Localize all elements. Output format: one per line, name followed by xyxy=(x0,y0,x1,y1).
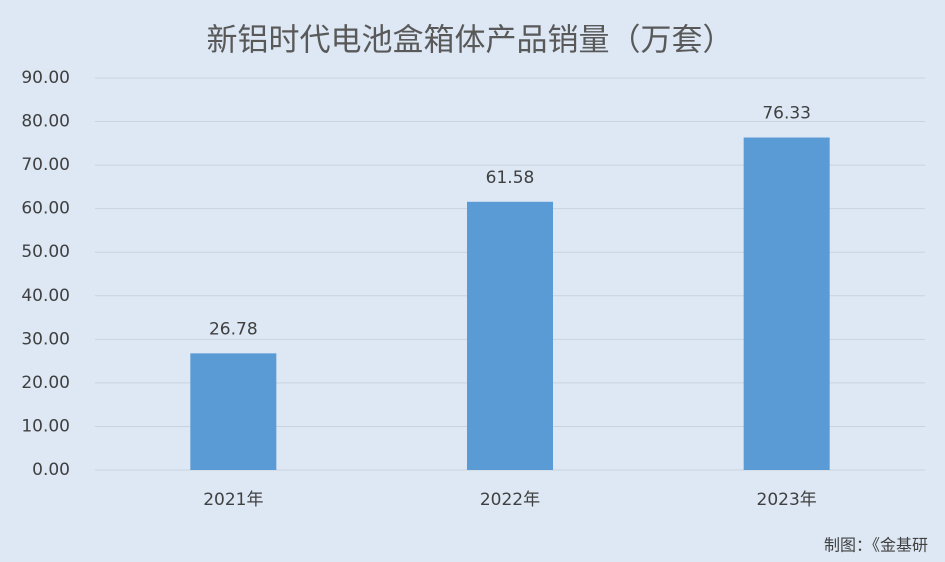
y-tick-label: 0.00 xyxy=(32,460,70,480)
data-label: 76.33 xyxy=(762,104,811,124)
chart-title: 新铝时代电池盒箱体产品销量（万套） xyxy=(207,23,734,59)
y-tick-label: 80.00 xyxy=(21,112,70,132)
y-tick-label: 10.00 xyxy=(21,416,70,436)
x-tick-label: 2022年 xyxy=(480,490,540,510)
y-tick-label: 30.00 xyxy=(21,329,70,349)
y-tick-label: 20.00 xyxy=(21,373,70,393)
y-tick-label: 70.00 xyxy=(21,155,70,175)
y-tick-label: 50.00 xyxy=(21,242,70,262)
source-note: 制图：《金基研 xyxy=(824,536,928,555)
bar xyxy=(467,201,553,470)
x-tick-label: 2021年 xyxy=(203,490,263,510)
data-label: 26.78 xyxy=(209,319,258,339)
y-tick-label: 40.00 xyxy=(21,286,70,306)
bar xyxy=(743,137,830,470)
y-tick-label: 60.00 xyxy=(21,199,70,219)
y-tick-label: 90.00 xyxy=(21,68,70,88)
x-tick-label: 2023年 xyxy=(757,490,817,510)
bar xyxy=(190,353,277,470)
data-label: 61.58 xyxy=(486,168,535,188)
